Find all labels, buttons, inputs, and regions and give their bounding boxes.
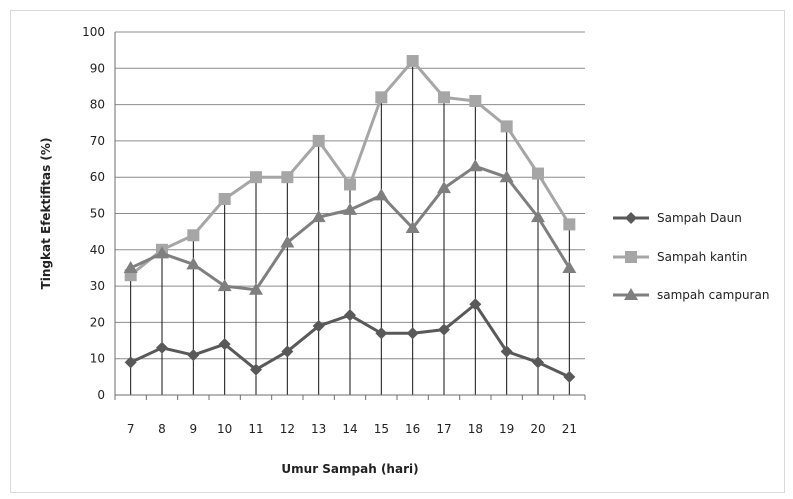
x-tick-label-11: 11 bbox=[248, 422, 263, 436]
y-tick-label-100: 100 bbox=[82, 25, 105, 39]
x-tick-label-7: 7 bbox=[127, 422, 135, 436]
y-tick-label-30: 30 bbox=[90, 279, 105, 293]
data-point-9 bbox=[186, 257, 201, 270]
legend-marker bbox=[625, 212, 637, 224]
data-point-18 bbox=[469, 298, 482, 311]
x-tick-label-16: 16 bbox=[405, 422, 420, 436]
data-point-14 bbox=[343, 202, 357, 215]
legend-label: Sampah kantin bbox=[657, 250, 747, 264]
x-tick-label-14: 14 bbox=[342, 422, 357, 436]
data-point-19 bbox=[500, 345, 513, 358]
data-point-10 bbox=[218, 192, 231, 205]
legend-marker bbox=[624, 288, 638, 300]
data-point-15 bbox=[375, 327, 388, 340]
chart-area bbox=[10, 10, 785, 493]
y-tick-label-10: 10 bbox=[90, 352, 105, 366]
data-point-7 bbox=[123, 260, 138, 273]
y-tick-label-70: 70 bbox=[90, 134, 105, 148]
x-tick-label-10: 10 bbox=[217, 422, 232, 436]
data-point-8 bbox=[155, 246, 169, 259]
x-tick-label-21: 21 bbox=[562, 422, 577, 436]
data-point-11 bbox=[250, 171, 262, 184]
x-tick-label-12: 12 bbox=[280, 422, 295, 436]
data-point-12 bbox=[280, 235, 295, 248]
x-tick-label-9: 9 bbox=[190, 422, 198, 436]
data-point-15 bbox=[375, 91, 388, 104]
legend-item-sampah-daun: Sampah Daun bbox=[613, 211, 742, 225]
x-tick-label-15: 15 bbox=[374, 422, 389, 436]
data-point-16 bbox=[406, 327, 419, 340]
y-tick-label-60: 60 bbox=[90, 170, 105, 184]
x-tick-label-19: 19 bbox=[499, 422, 514, 436]
data-point-16 bbox=[406, 55, 419, 68]
data-point-8 bbox=[156, 341, 168, 354]
data-point-21 bbox=[563, 218, 576, 231]
data-point-10 bbox=[218, 338, 231, 351]
data-point-19 bbox=[500, 120, 513, 133]
series-sampah-campuran bbox=[123, 159, 577, 295]
data-point-10 bbox=[217, 279, 232, 292]
data-point-9 bbox=[187, 349, 200, 362]
data-point-18 bbox=[469, 94, 482, 107]
data-point-7 bbox=[124, 356, 137, 369]
data-point-15 bbox=[374, 188, 389, 201]
data-point-20 bbox=[532, 167, 544, 180]
legend-item-sampah-kantin: Sampah kantin bbox=[613, 250, 747, 264]
y-tick-label-80: 80 bbox=[90, 98, 105, 112]
series-sampah-kantin bbox=[124, 55, 576, 282]
x-axis-title: Umur Sampah (hari) bbox=[281, 462, 418, 476]
tick-labels: 0 10 20 30 40 50 60 70 80 90 100 7 8 9 10 11 12 13 14 15 16 1… bbox=[82, 25, 577, 436]
legend-label: sampah campuran bbox=[657, 288, 769, 302]
x-tick-label-20: 20 bbox=[530, 422, 545, 436]
axes bbox=[114, 32, 586, 400]
data-point-14 bbox=[344, 309, 356, 322]
data-point-17 bbox=[438, 323, 450, 336]
legend-item-sampah-campuran: sampah campuran bbox=[613, 288, 769, 302]
y-tick-label-50: 50 bbox=[90, 207, 105, 221]
data-point-11 bbox=[250, 363, 262, 376]
x-tick-label-17: 17 bbox=[436, 422, 451, 436]
legend: Sampah Daun Sampah kantin sampah campuran bbox=[613, 211, 769, 302]
data-series bbox=[123, 55, 577, 383]
data-point-13 bbox=[311, 210, 326, 223]
y-tick-label-0: 0 bbox=[97, 388, 105, 402]
x-tick-label-8: 8 bbox=[158, 422, 166, 436]
data-point-20 bbox=[531, 210, 545, 223]
data-point-17 bbox=[437, 181, 451, 194]
y-tick-label-90: 90 bbox=[90, 61, 105, 75]
data-point-16 bbox=[405, 221, 420, 234]
data-point-21 bbox=[562, 260, 577, 273]
data-point-12 bbox=[281, 345, 294, 358]
data-point-18 bbox=[468, 159, 483, 172]
legend-marker bbox=[625, 251, 637, 263]
data-point-17 bbox=[438, 91, 450, 104]
data-point-21 bbox=[563, 370, 576, 383]
data-point-19 bbox=[499, 170, 514, 183]
data-point-7 bbox=[124, 269, 137, 282]
x-tick-label-13: 13 bbox=[311, 422, 326, 436]
data-point-9 bbox=[187, 229, 200, 242]
y-tick-label-20: 20 bbox=[90, 315, 105, 329]
data-point-11 bbox=[249, 282, 263, 295]
data-point-13 bbox=[312, 134, 325, 147]
y-axis-title: Tingkat Efektifitas (%) bbox=[39, 138, 53, 290]
data-point-14 bbox=[344, 178, 356, 191]
y-tick-label-40: 40 bbox=[90, 243, 105, 257]
legend-label: Sampah Daun bbox=[657, 211, 742, 225]
data-point-13 bbox=[312, 320, 325, 333]
series-sampah-daun bbox=[124, 298, 576, 383]
data-point-20 bbox=[532, 356, 544, 369]
x-tick-label-18: 18 bbox=[468, 422, 483, 436]
data-point-12 bbox=[281, 171, 294, 184]
